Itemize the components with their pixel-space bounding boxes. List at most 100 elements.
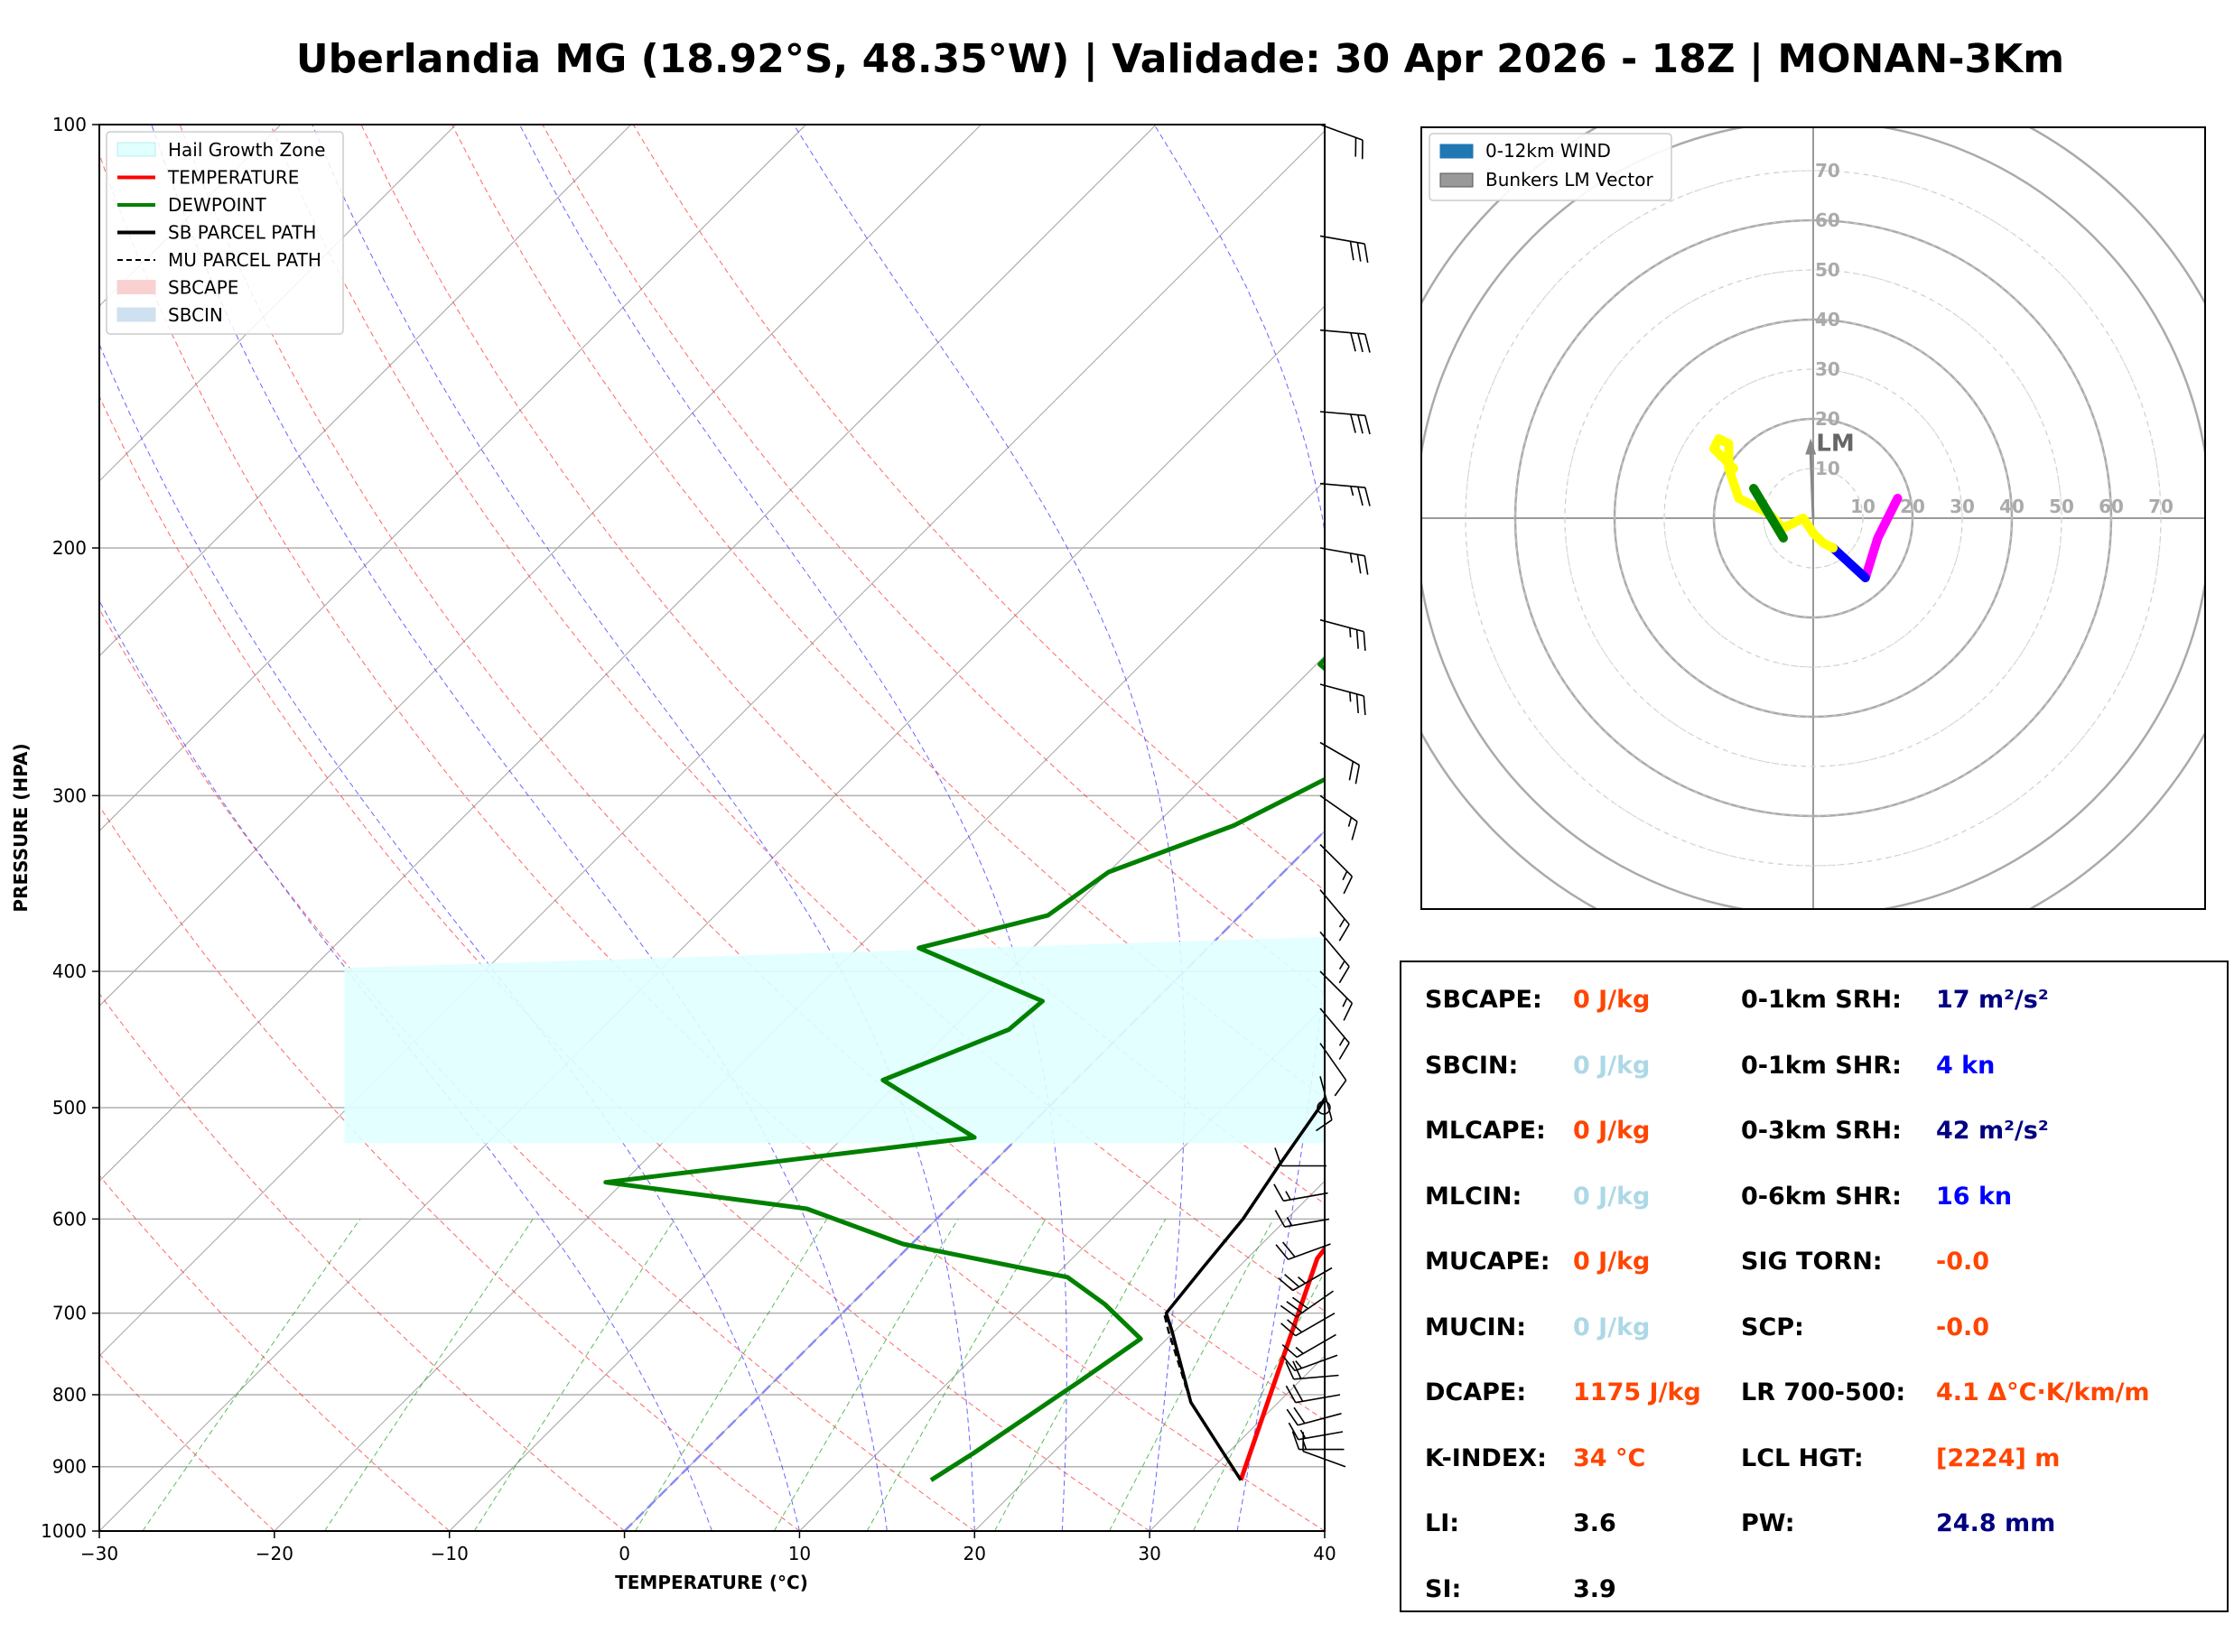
freezing-isotherm-line bbox=[623, 829, 1325, 1531]
legend-entry: MU PARCEL PATH bbox=[117, 249, 321, 271]
y-tick-label: 1000 bbox=[41, 1520, 87, 1542]
moist-adiabat-line bbox=[793, 125, 1186, 1531]
dry-adiabat-line bbox=[99, 153, 1325, 1531]
stat-label: LI: bbox=[1425, 1509, 1460, 1537]
wind-barb bbox=[1281, 1354, 1338, 1372]
x-tick-label: 0 bbox=[619, 1543, 630, 1564]
stat-label: MLCAPE: bbox=[1425, 1117, 1546, 1145]
hodo-ring-label: 20 bbox=[1815, 408, 1840, 430]
isotherm-line bbox=[799, 1005, 1325, 1531]
mu-parcel-path-line bbox=[1163, 1314, 1243, 1481]
isotherm-line bbox=[99, 125, 282, 307]
y-tick-label: 500 bbox=[52, 1097, 87, 1118]
wind-barb bbox=[1319, 794, 1358, 840]
hodograph-trace bbox=[1829, 543, 1870, 582]
stat-label: LCL HGT: bbox=[1741, 1443, 1864, 1472]
x-tick-label: 40 bbox=[1313, 1543, 1336, 1564]
stats-panel: SBCAPE: 0 J/kg SBCIN: 0 J/kg MLCAPE: 0 J/kg ML… bbox=[1400, 961, 2229, 1612]
y-tick-label: 800 bbox=[52, 1384, 87, 1406]
dry-adiabat-line bbox=[270, 125, 1325, 1312]
isotherm-line bbox=[99, 130, 1325, 1357]
mixing-ratio-line bbox=[773, 1219, 959, 1531]
wind-barb bbox=[1281, 1333, 1336, 1359]
stat-value: 0 J/kg bbox=[1573, 1182, 1651, 1211]
y-tick-label: 300 bbox=[52, 784, 87, 806]
hodo-ring-label: 40 bbox=[1999, 496, 2025, 517]
hodo-ring-label: 40 bbox=[1815, 309, 1840, 330]
x-axis-label: TEMPERATURE (°C) bbox=[615, 1572, 808, 1593]
dry-adiabat-line bbox=[451, 125, 1325, 1099]
stat-value: 0 J/kg bbox=[1573, 986, 1651, 1014]
stat-label: SBCAPE: bbox=[1425, 986, 1542, 1014]
wind-barb bbox=[1319, 683, 1366, 716]
hodograph-chart: 10 10 20 20 30 30 40 40 50 50 60 60 70 70 LM 0-12km W… bbox=[1420, 126, 2206, 910]
stat-label: MUCIN: bbox=[1425, 1313, 1527, 1341]
sb-parcel-path-line bbox=[1164, 1095, 1325, 1481]
stat-label: K-INDEX: bbox=[1425, 1443, 1547, 1472]
hodograph-trace bbox=[1749, 484, 1788, 543]
wind-barb bbox=[1288, 1422, 1344, 1441]
stat-value: 3.6 bbox=[1573, 1509, 1616, 1537]
stat-value: 0 J/kg bbox=[1573, 1313, 1651, 1341]
stat-value: 17 m²/s² bbox=[1936, 986, 2049, 1014]
wind-barb bbox=[1319, 329, 1371, 353]
y-axis-label: PRESSURE (HPA) bbox=[10, 743, 32, 912]
hodo-ring-label: 30 bbox=[1950, 496, 1975, 517]
x-tick-label: −20 bbox=[256, 1543, 293, 1564]
hodo-ring-label: 10 bbox=[1850, 496, 1876, 517]
wind-barb bbox=[1319, 843, 1354, 895]
moist-adiabat-line bbox=[151, 125, 888, 1531]
wind-barb bbox=[1319, 618, 1366, 651]
x-tick-label: −30 bbox=[80, 1543, 118, 1564]
hodograph-frame bbox=[1420, 126, 2206, 910]
wind-barb bbox=[1319, 482, 1371, 506]
stat-value: 0 J/kg bbox=[1573, 1248, 1651, 1276]
hodo-ring-label: 20 bbox=[1900, 496, 1925, 517]
wind-barb bbox=[1315, 1076, 1333, 1132]
mixing-ratio-line bbox=[324, 1219, 534, 1531]
x-tick-label: −10 bbox=[431, 1543, 469, 1564]
hodograph-trace bbox=[1860, 494, 1903, 582]
hodo-ring-label: 70 bbox=[1815, 160, 1840, 181]
y-tick-label: 900 bbox=[52, 1456, 87, 1478]
moist-adiabat-line bbox=[99, 599, 712, 1531]
hail-growth-zone bbox=[344, 936, 1325, 1144]
mixing-ratio-line bbox=[1109, 1219, 1274, 1531]
wind-barb bbox=[1274, 1147, 1326, 1167]
hodo-ring-label: 70 bbox=[2148, 496, 2173, 517]
wind-barb bbox=[1319, 741, 1361, 784]
legend-entry: Hail Growth Zone bbox=[116, 139, 325, 161]
skewt-legend bbox=[106, 131, 344, 335]
stat-label: MUCAPE: bbox=[1425, 1248, 1550, 1276]
mixing-ratio-line bbox=[473, 1219, 675, 1531]
hodo-ring-label: 50 bbox=[2049, 496, 2074, 517]
isotherm-line bbox=[274, 480, 1325, 1531]
x-tick-label: 20 bbox=[963, 1543, 986, 1564]
stat-value: 16 kn bbox=[1936, 1182, 2013, 1211]
stat-label: MLCIN: bbox=[1425, 1182, 1522, 1211]
stat-label: LR 700-500: bbox=[1741, 1378, 1906, 1406]
hodo-ring-label: 30 bbox=[1815, 358, 1840, 380]
moist-adiabat-line bbox=[312, 125, 975, 1531]
skewt-frame bbox=[98, 124, 1326, 1532]
isotherm-line bbox=[99, 125, 982, 1007]
wind-barb bbox=[1275, 1241, 1331, 1260]
isotherm-line bbox=[449, 654, 1325, 1531]
legend-label: SB PARCEL PATH bbox=[168, 222, 316, 244]
bunkers-lm-vector bbox=[1809, 452, 1815, 519]
stat-value: 0 J/kg bbox=[1573, 1051, 1651, 1080]
isotherm-line bbox=[973, 1180, 1325, 1531]
y-tick-label: 200 bbox=[52, 537, 87, 559]
wind-barb bbox=[1280, 1290, 1334, 1318]
legend-entry: TEMPERATURE bbox=[117, 167, 299, 189]
dewpoint-line bbox=[603, 656, 1325, 1482]
legend-label: MU PARCEL PATH bbox=[168, 249, 321, 271]
dry-adiabat-line bbox=[360, 125, 1325, 1205]
isotherm-line bbox=[99, 125, 806, 832]
wind-barb bbox=[1319, 931, 1350, 984]
hodograph-legend bbox=[1429, 133, 1672, 201]
dry-adiabat-line bbox=[99, 1353, 275, 1531]
legend-label: Bunkers LM Vector bbox=[1485, 169, 1654, 190]
stat-label: SI: bbox=[1425, 1574, 1462, 1603]
wind-barb bbox=[1319, 235, 1369, 264]
